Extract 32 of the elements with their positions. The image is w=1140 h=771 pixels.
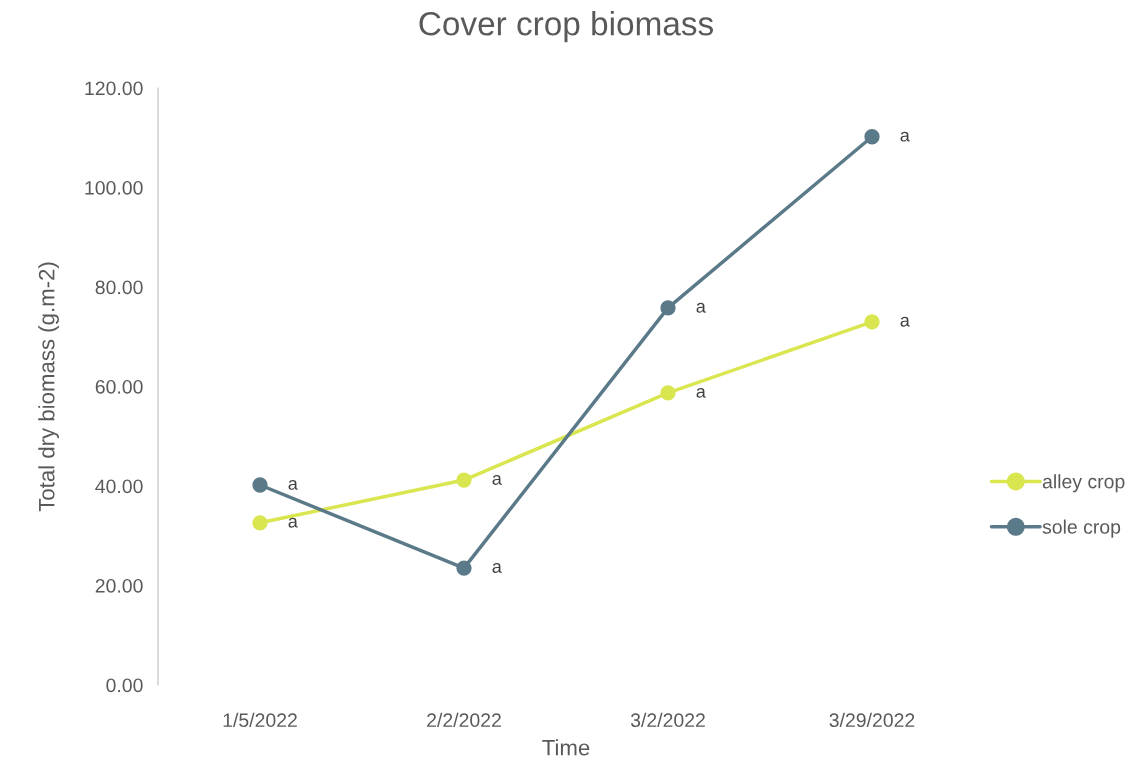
- annotation: a: [900, 131, 910, 142]
- point: [864, 314, 880, 330]
- annotation: a: [288, 517, 298, 528]
- point: [252, 477, 268, 493]
- annotation: a: [696, 387, 706, 398]
- annotation: a: [696, 302, 706, 313]
- y-tick-label: 80.00: [95, 280, 143, 295]
- annotation: a: [492, 474, 502, 485]
- point: [864, 129, 880, 145]
- point: [456, 560, 472, 576]
- y-tick-label: 20.00: [95, 578, 143, 593]
- y-tick-label: 120.00: [85, 81, 143, 96]
- point: [660, 300, 676, 316]
- annotation: a: [900, 316, 910, 327]
- x-axis-title: Time: [542, 739, 590, 756]
- y-tick-label: 40.00: [95, 479, 143, 494]
- x-tick-label: 3/2/2022: [630, 712, 705, 728]
- point: [252, 515, 268, 531]
- chart-title: Cover crop biomass: [419, 11, 714, 43]
- y-axis-title: Total dry biomass (g.m-2): [38, 262, 59, 512]
- y-tick-label: 60.00: [95, 379, 143, 394]
- y-tick-label: 0.00: [106, 678, 143, 693]
- x-tick-label: 3/29/2022: [829, 712, 915, 728]
- annotation: a: [492, 563, 502, 573]
- legend-label: sole crop: [1042, 519, 1121, 538]
- point: [456, 472, 472, 488]
- legend-label: alley crop: [1042, 474, 1125, 493]
- point: [660, 385, 676, 401]
- y-tick-label: 100.00: [85, 180, 143, 195]
- x-tick-label: 2/2/2022: [427, 712, 501, 728]
- annotation: a: [288, 479, 298, 490]
- x-tick-label: 1/5/2022: [223, 712, 297, 728]
